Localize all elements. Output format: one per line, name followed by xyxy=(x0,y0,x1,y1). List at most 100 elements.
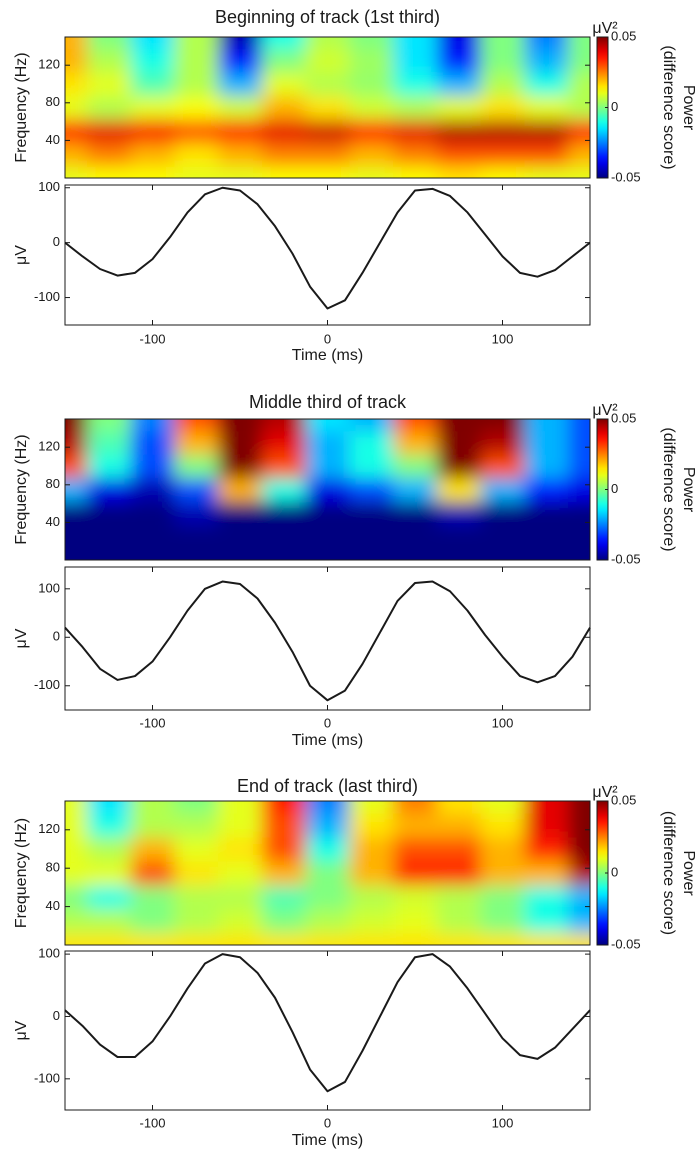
heatmap-cell xyxy=(568,933,590,945)
heatmap-cell xyxy=(305,48,350,73)
heatmap-cell xyxy=(218,37,263,50)
heatmap-cell xyxy=(524,72,569,97)
heatmap-cell xyxy=(86,501,132,526)
heatmap xyxy=(65,419,590,560)
heatmap-cell xyxy=(130,95,175,120)
heatmap-cell xyxy=(261,430,307,455)
heatmap-cell xyxy=(65,801,88,814)
heatmap-cell xyxy=(261,524,307,549)
heatmap-cell xyxy=(218,430,263,455)
x-tick-label: 0 xyxy=(324,715,331,730)
heatmap-cell xyxy=(65,548,88,560)
heatmap-cell xyxy=(436,95,482,120)
heatmap-cell xyxy=(349,142,394,167)
heatmap-cell xyxy=(218,166,263,178)
heatmap-cell xyxy=(436,837,482,862)
heatmap-cell xyxy=(436,801,482,814)
heatmap-cell xyxy=(568,548,590,560)
heatmap-cell xyxy=(393,861,438,886)
heatmap-cell xyxy=(130,72,175,97)
y-tick-label: 80 xyxy=(46,476,60,491)
heatmap-cell xyxy=(65,142,88,167)
heatmap-cell xyxy=(480,142,525,167)
heatmap-cell xyxy=(261,119,307,144)
heatmap-cell xyxy=(174,477,219,502)
x-tick-label: 100 xyxy=(492,1115,514,1130)
heatmap-cell xyxy=(349,166,394,178)
x-axis-label: Time (ms) xyxy=(292,1132,363,1149)
heatmap-cell xyxy=(393,37,438,50)
heatmap-cell xyxy=(218,454,263,479)
heatmap-cell xyxy=(524,37,569,50)
x-tick-label: 100 xyxy=(492,331,514,346)
heatmap-cell xyxy=(305,885,350,910)
heatmap-cell xyxy=(524,48,569,73)
heatmap-cell xyxy=(393,524,438,549)
heatmap-cell xyxy=(305,166,350,178)
heatmap-cell xyxy=(86,37,132,50)
plot-frame xyxy=(64,566,591,711)
heatmap-cell xyxy=(524,548,569,560)
heatmap-cell xyxy=(568,885,590,910)
heatmap-cell xyxy=(349,419,394,432)
heatmap-cell xyxy=(349,813,394,838)
heatmap-cell xyxy=(305,419,350,432)
heatmap-cell xyxy=(65,419,88,432)
heatmap-cells xyxy=(65,37,590,178)
heatmap-cell xyxy=(349,861,394,886)
colorbar-label: (difference score) xyxy=(660,427,677,551)
heatmap-cell xyxy=(568,95,590,120)
heatmap-cell xyxy=(305,801,350,814)
heatmap-cell xyxy=(174,419,219,432)
y-tick-label: -100 xyxy=(34,289,60,304)
heatmap-cell xyxy=(261,548,307,560)
heatmap-cell xyxy=(524,801,569,814)
y-axis-label: Frequency (Hz) xyxy=(13,434,30,544)
heatmap-cell xyxy=(130,885,175,910)
heatmap-cell xyxy=(86,524,132,549)
heatmap-cell xyxy=(436,37,482,50)
y-tick-label: 40 xyxy=(46,898,60,913)
heatmap-cell xyxy=(218,837,263,862)
heatmap-cell xyxy=(436,813,482,838)
heatmap-cell xyxy=(86,430,132,455)
y-tick-label: 120 xyxy=(38,439,60,454)
heatmap-cell xyxy=(393,501,438,526)
heatmap-cell xyxy=(261,501,307,526)
colorbar-unit: μV² xyxy=(592,20,618,37)
heatmap-cell xyxy=(305,501,350,526)
heatmap-cell xyxy=(65,95,88,120)
heatmap-cell xyxy=(261,37,307,50)
heatmap-cell xyxy=(261,477,307,502)
heatmap-cell xyxy=(480,48,525,73)
plot-frame xyxy=(64,418,591,561)
y-tick-label: 0 xyxy=(53,234,60,249)
heatmap-cell xyxy=(480,909,525,934)
x-tick-label: 0 xyxy=(324,331,331,346)
heatmap-cell xyxy=(305,837,350,862)
heatmap-cell xyxy=(218,477,263,502)
heatmap-cell xyxy=(218,861,263,886)
y-tick-label: -100 xyxy=(34,677,60,692)
heatmap-cell xyxy=(568,419,590,432)
heatmap-cell xyxy=(65,430,88,455)
heatmap-cell xyxy=(480,813,525,838)
heatmap-cell xyxy=(86,48,132,73)
heatmap-cell xyxy=(130,48,175,73)
heatmap-cell xyxy=(436,72,482,97)
heatmap-cell xyxy=(393,430,438,455)
heatmap-cell xyxy=(349,501,394,526)
heatmap-cell xyxy=(86,548,132,560)
heatmap-cell xyxy=(436,861,482,886)
x-tick-label: 0 xyxy=(324,1115,331,1130)
colorbar-tick-label: 0.05 xyxy=(611,792,636,807)
colorbar-label: (difference score) xyxy=(660,811,677,935)
heatmap-cell xyxy=(65,37,88,50)
heatmap-cell xyxy=(305,142,350,167)
heatmap-cell xyxy=(86,119,132,144)
heatmap-cell xyxy=(349,548,394,560)
heatmap-cell xyxy=(524,166,569,178)
heatmap-cell xyxy=(261,933,307,945)
y-tick-label: 80 xyxy=(46,860,60,875)
heatmap-cell xyxy=(524,861,569,886)
